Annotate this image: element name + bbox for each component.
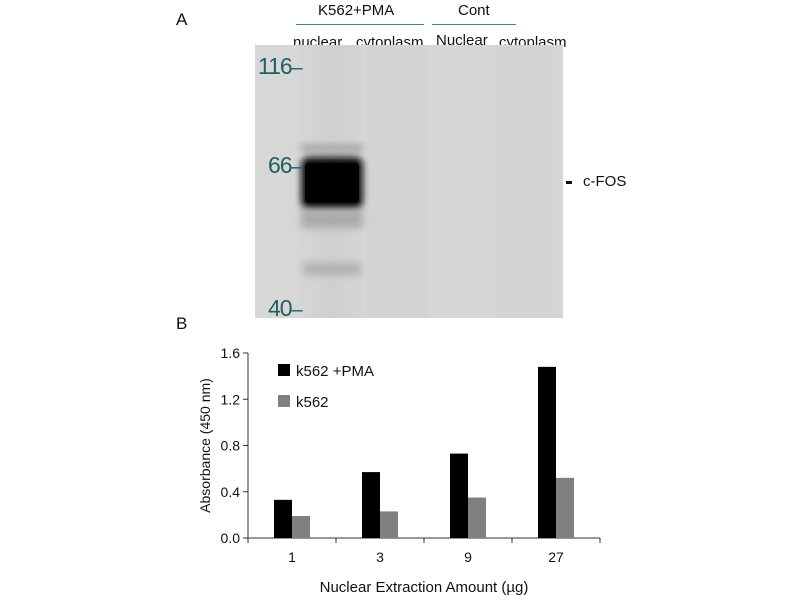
group-label-cont: Cont	[458, 2, 490, 19]
group-line-k562-pma	[296, 24, 424, 25]
group-line-cont	[432, 24, 516, 25]
western-blot-image	[255, 45, 563, 318]
bar-k562-pma	[274, 499, 292, 538]
bar-k562	[468, 497, 486, 538]
y-tick-label: 1.6	[221, 345, 241, 361]
bar-k562	[556, 477, 574, 538]
group-label-k562-pma: K562+PMA	[318, 2, 395, 19]
bar-k562-pma	[538, 366, 556, 538]
y-tick-label: 0.8	[221, 438, 241, 454]
legend-swatch	[278, 364, 290, 376]
marker-116-label: 116–	[258, 53, 303, 79]
y-tick-label: 0.4	[221, 484, 241, 500]
legend-label: k562 +PMA	[296, 363, 374, 380]
panel-b-label: B	[176, 314, 188, 333]
y-axis-label: Absorbance (450 nm)	[197, 378, 213, 513]
marker-66-label: 66–	[268, 152, 303, 178]
c-fos-dash	[566, 181, 572, 184]
c-fos-label: c-FOS	[583, 173, 627, 190]
lane-label-nuclear-cont: Nuclear	[436, 32, 488, 49]
bar-k562-pma	[450, 453, 468, 538]
y-tick-label: 1.2	[221, 391, 241, 407]
bar-k562	[292, 516, 310, 538]
x-tick-label: 27	[548, 549, 564, 565]
x-tick-label: 1	[288, 549, 296, 565]
marker-40-label: 40–	[268, 295, 303, 321]
x-axis-label: Nuclear Extraction Amount (µg)	[320, 579, 529, 596]
legend-swatch	[278, 395, 290, 407]
x-tick-label: 3	[376, 549, 384, 565]
absorbance-bar-chart: 0.0 0.4 0.8 1.2 1.6 1 3 9 27 k562 +PMA k562 Nucle…	[197, 345, 601, 596]
bar-k562	[380, 511, 398, 538]
y-tick-label: 0.0	[221, 530, 241, 546]
x-tick-label: 9	[464, 549, 472, 565]
western-blot-graphic	[255, 45, 563, 318]
legend-label: k562	[296, 394, 329, 411]
panel-a-label: A	[176, 10, 188, 29]
bar-k562-pma	[362, 472, 380, 538]
